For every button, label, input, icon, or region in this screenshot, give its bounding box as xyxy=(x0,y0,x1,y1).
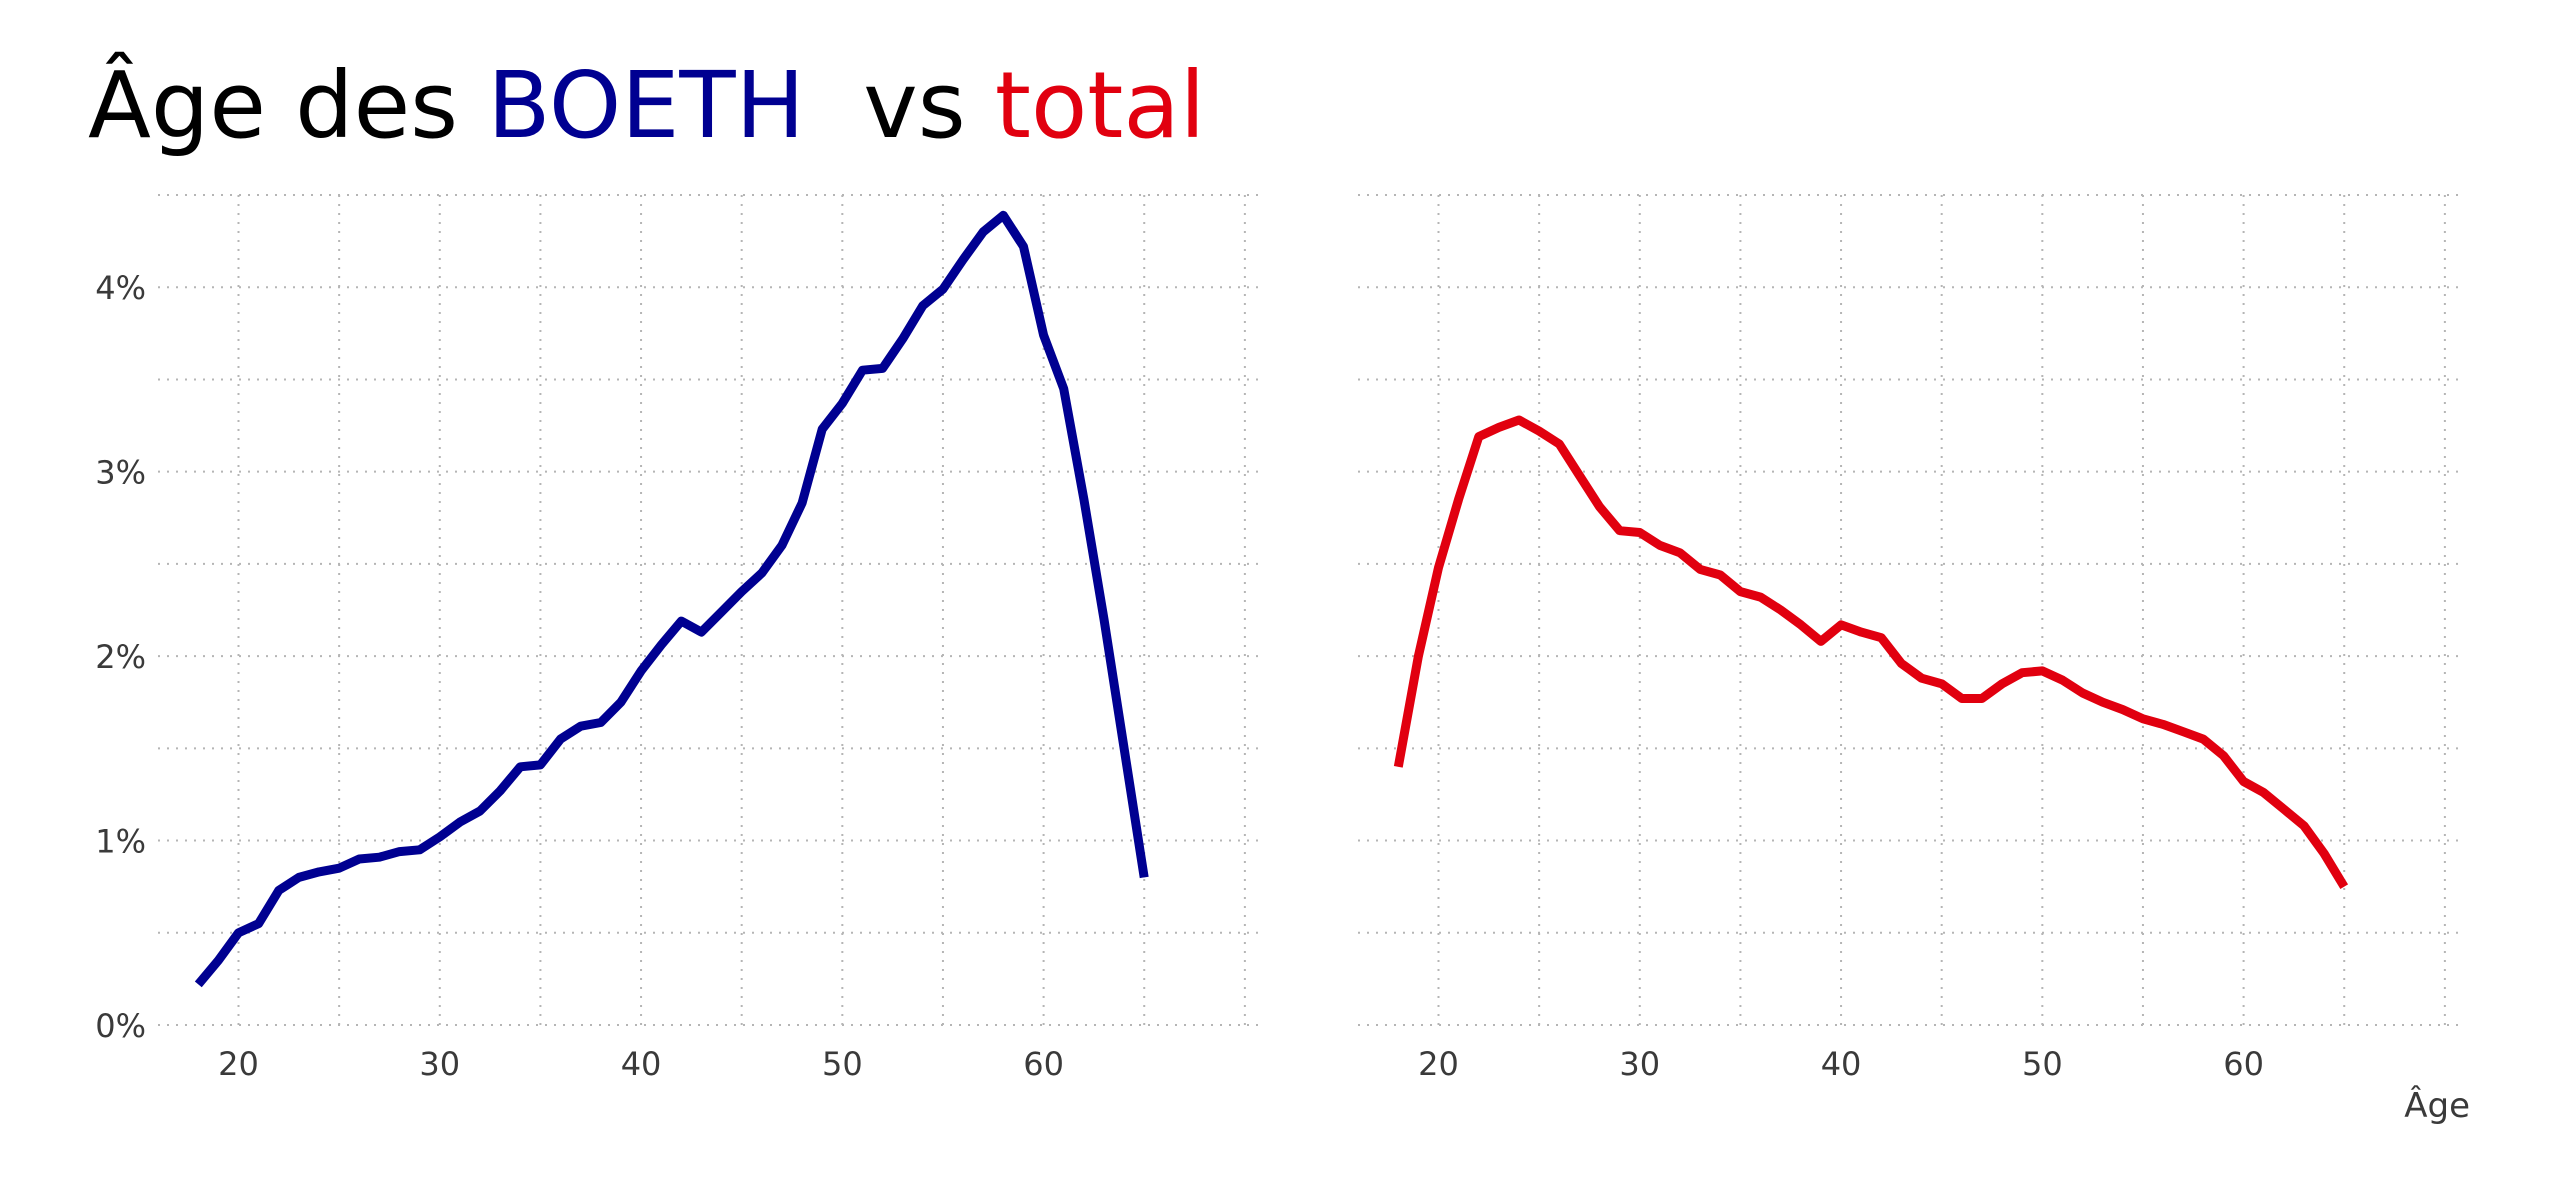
title-middle: vs xyxy=(804,52,995,159)
series-line-total xyxy=(1393,415,2349,890)
title-total: total xyxy=(994,52,1206,159)
x-tick-label: 20 xyxy=(1418,1045,1459,1083)
y-tick-label: 2% xyxy=(95,638,146,676)
x-tick-label: 50 xyxy=(2022,1045,2063,1083)
x-tick-label: 50 xyxy=(822,1045,863,1083)
panel-boeth: 20 30 40 50 60 0% 1% 2% 3% 4% xyxy=(95,194,1265,1083)
title-prefix: Âge des xyxy=(88,52,488,159)
chart-title: Âge des BOETH vs total xyxy=(88,60,1205,152)
title-boeth: BOETH xyxy=(487,52,805,159)
x-tick-label: 40 xyxy=(1821,1045,1862,1083)
y-tick-label: 1% xyxy=(95,823,146,861)
y-tick-label: 0% xyxy=(95,1007,146,1045)
x-axis-label: Âge xyxy=(2404,1085,2470,1126)
x-tick-label: 60 xyxy=(1023,1045,1064,1083)
x-tick-label: 20 xyxy=(218,1045,259,1083)
y-tick-label: 3% xyxy=(95,454,146,492)
x-tick-label: 30 xyxy=(1619,1045,1660,1083)
panel-total: 20 30 40 50 60 Âge xyxy=(1358,194,2470,1126)
y-tick-label: 4% xyxy=(95,269,146,307)
series-line-boeth xyxy=(194,210,1149,988)
x-tick-label: 60 xyxy=(2223,1045,2264,1083)
x-tick-label: 30 xyxy=(419,1045,460,1083)
x-tick-label: 40 xyxy=(621,1045,662,1083)
